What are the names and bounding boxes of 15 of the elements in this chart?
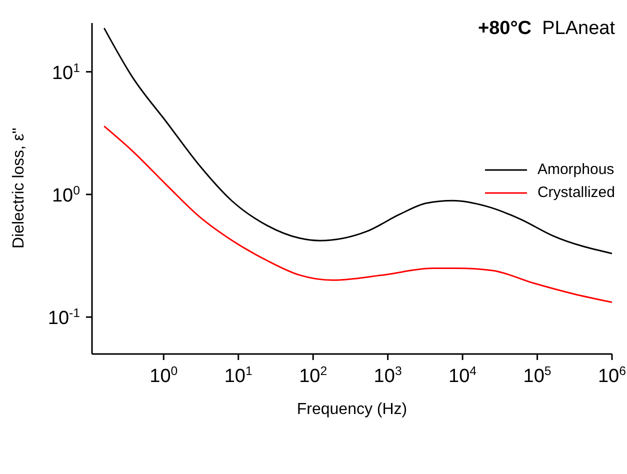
y-tick-label: 10$^{0}$ xyxy=(52,183,80,206)
y-axis-title: Dielectric loss, ε'' xyxy=(10,128,28,248)
x-tick-label: 10$^{5}$ xyxy=(523,364,552,387)
x-tick-label: 10$^{4}$ xyxy=(448,364,477,387)
legend-label: Crystallized xyxy=(537,183,615,203)
y-tick-label: 10$^{1}$ xyxy=(52,60,80,84)
x-tick-label: 10$^{3}$ xyxy=(374,364,402,387)
x-tick-label: 10$^{6}$ xyxy=(598,364,626,387)
x-tick-label: 10$^{2}$ xyxy=(299,364,328,387)
x-axis-title: Frequency (Hz) xyxy=(296,401,408,418)
chart-title: +80°C PLAneat xyxy=(478,18,615,40)
x-tick-label: 10$^{0}$ xyxy=(150,364,178,387)
legend-label: Amorphous xyxy=(537,160,614,180)
y-tick-label: 10$^{-1}$ xyxy=(48,306,80,330)
x-tick-label: 10$^{1}$ xyxy=(224,364,252,387)
